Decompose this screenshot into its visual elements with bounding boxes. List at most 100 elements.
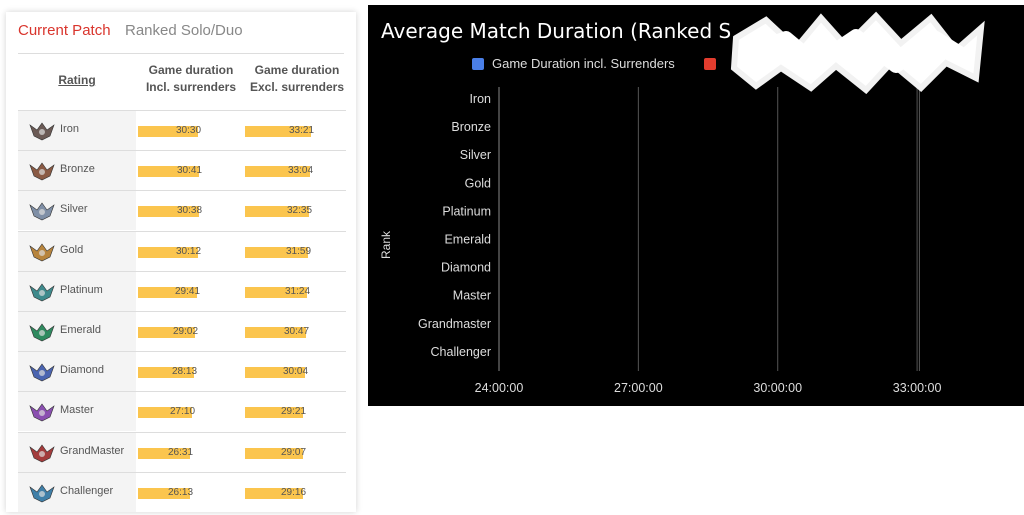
category-label: Platinum bbox=[442, 204, 491, 218]
table-header: Rating Game duration Incl. surrenders Ga… bbox=[18, 62, 346, 110]
incl-duration-value: 26:31 bbox=[168, 446, 194, 458]
rank-emblem-icon bbox=[29, 162, 55, 181]
table-row[interactable]: Master 27:10 29:21 bbox=[18, 391, 348, 432]
excl-duration-cell: 30:04 bbox=[245, 352, 348, 391]
rank-name: Platinum bbox=[60, 283, 103, 296]
category-label: Challenger bbox=[431, 345, 491, 359]
incl-duration-cell: 30:41 bbox=[138, 151, 241, 190]
excl-duration-bar bbox=[245, 407, 303, 419]
rank-name: Iron bbox=[60, 123, 79, 135]
excl-duration-bar bbox=[245, 246, 308, 258]
incl-duration-bar bbox=[138, 487, 190, 499]
rank-cell: Emerald bbox=[18, 312, 136, 351]
rank-name: Diamond bbox=[60, 364, 105, 377]
rank-emblem-icon bbox=[29, 202, 55, 221]
excl-duration-value: 31:24 bbox=[285, 285, 311, 297]
table-row[interactable]: GrandMaster 26:31 29:07 bbox=[18, 431, 348, 472]
incl-duration-bar bbox=[138, 246, 198, 258]
category-label: Diamond bbox=[441, 261, 491, 275]
table-row[interactable]: Emerald 29:02 30:47 bbox=[18, 311, 346, 351]
table-row[interactable]: Challenger 26:13 29:16 bbox=[18, 471, 348, 512]
excl-duration-value: 29:21 bbox=[281, 406, 307, 418]
excl-duration-value: 30:04 bbox=[283, 366, 309, 378]
excl-duration-value: 31:59 bbox=[286, 245, 312, 257]
category-label: Grandmaster bbox=[418, 317, 491, 331]
x-tick-label: 27:00:00 bbox=[614, 381, 663, 395]
redaction-mark bbox=[730, 11, 985, 94]
incl-duration-cell: 29:02 bbox=[138, 312, 241, 351]
incl-duration-bar bbox=[138, 286, 197, 298]
incl-duration-cell: 26:13 bbox=[138, 473, 241, 512]
incl-duration-bar bbox=[138, 166, 199, 178]
table-row[interactable]: Silver 30:38 32:35 bbox=[18, 190, 348, 231]
excl-duration-cell: 29:21 bbox=[245, 392, 348, 431]
table-row[interactable]: Bronze 30:41 33:04 bbox=[18, 150, 348, 191]
excl-duration-bar bbox=[245, 327, 306, 338]
table-row[interactable]: Platinum 29:41 31:24 bbox=[18, 270, 348, 311]
rank-name: Gold bbox=[60, 243, 84, 256]
tab-bar: Current Patch Ranked Solo/Duo bbox=[18, 22, 253, 46]
chart-category-labels: Iron Bronze Silver Gold Platinum Emerald Diamo… bbox=[418, 92, 491, 359]
rank-emblem-icon bbox=[29, 403, 55, 422]
incl-duration-value: 27:10 bbox=[170, 406, 196, 418]
rank-emblem-icon bbox=[29, 243, 55, 261]
excl-duration-cell: 33:04 bbox=[245, 151, 348, 190]
rank-name: Silver bbox=[60, 203, 88, 216]
incl-duration-value: 30:12 bbox=[176, 245, 202, 257]
rank-emblem-icon bbox=[29, 484, 55, 503]
chart-grid bbox=[498, 87, 920, 371]
incl-duration-bar bbox=[138, 367, 194, 379]
category-label: Master bbox=[453, 289, 491, 303]
excl-duration-cell: 31:24 bbox=[245, 272, 348, 311]
rank-emblem-icon bbox=[29, 283, 55, 302]
y-axis-title: Rank bbox=[379, 230, 393, 259]
rank-emblem-icon bbox=[29, 122, 55, 141]
legend-swatch bbox=[472, 58, 484, 70]
excl-duration-cell: 32:35 bbox=[245, 191, 348, 230]
incl-duration-value: 29:41 bbox=[175, 285, 201, 297]
tab-ranked-solo-duo[interactable]: Ranked Solo/Duo bbox=[125, 22, 243, 39]
incl-header-line1: Game duration bbox=[148, 63, 234, 77]
table-row[interactable]: Gold 30:12 31:59 bbox=[18, 230, 346, 271]
incl-duration-cell: 29:41 bbox=[138, 272, 241, 311]
incl-duration-cell: 27:10 bbox=[138, 392, 241, 431]
rank-emblem-icon bbox=[29, 363, 55, 382]
rank-emblem-icon bbox=[29, 323, 55, 342]
incl-duration-cell: 30:30 bbox=[138, 111, 241, 150]
incl-duration-value: 30:30 bbox=[176, 125, 202, 136]
excl-duration-value: 33:21 bbox=[289, 125, 315, 136]
tab-current-patch[interactable]: Current Patch bbox=[18, 22, 111, 39]
table-row[interactable]: Iron 30:30 33:21 bbox=[18, 110, 346, 150]
excl-duration-bar bbox=[245, 126, 311, 137]
incl-duration-value: 30:41 bbox=[177, 165, 203, 177]
excl-duration-bar bbox=[245, 367, 305, 379]
excl-header-line1: Game duration bbox=[254, 63, 340, 77]
excl-duration-cell: 29:16 bbox=[245, 473, 348, 512]
chart-title: Average Match Duration (Ranked S bbox=[381, 19, 731, 43]
incl-duration-bar bbox=[138, 126, 198, 137]
incl-duration-value: 26:13 bbox=[168, 486, 194, 498]
rank-name: Bronze bbox=[60, 163, 95, 176]
legend-swatch bbox=[704, 58, 716, 70]
category-label: Gold bbox=[465, 176, 491, 190]
rank-cell: Diamond bbox=[18, 352, 136, 392]
incl-duration-cell: 30:12 bbox=[138, 232, 241, 271]
duration-table-panel: Current Patch Ranked Solo/Duo Rating Gam… bbox=[6, 12, 356, 512]
category-label: Silver bbox=[460, 148, 491, 162]
category-label: Bronze bbox=[451, 120, 491, 134]
excl-duration-bar bbox=[245, 166, 310, 178]
rank-cell: Platinum bbox=[18, 271, 136, 311]
excl-header-line2: Excl. surrenders bbox=[249, 80, 345, 94]
excl-duration-bar bbox=[245, 206, 309, 218]
excl-surrenders-column-header: Game duration Excl. surrenders bbox=[244, 62, 350, 96]
excl-duration-value: 30:47 bbox=[284, 326, 310, 337]
excl-duration-value: 29:07 bbox=[281, 446, 307, 458]
incl-duration-bar bbox=[138, 206, 199, 218]
excl-duration-cell: 29:07 bbox=[245, 433, 348, 472]
excl-duration-value: 33:04 bbox=[288, 165, 314, 177]
incl-header-line2: Incl. surrenders bbox=[145, 80, 237, 94]
rating-column-header[interactable]: Rating bbox=[58, 73, 96, 87]
table-row[interactable]: Diamond 28:13 30:04 bbox=[18, 351, 348, 392]
incl-duration-bar bbox=[138, 327, 195, 338]
rank-name: Emerald bbox=[60, 324, 101, 336]
